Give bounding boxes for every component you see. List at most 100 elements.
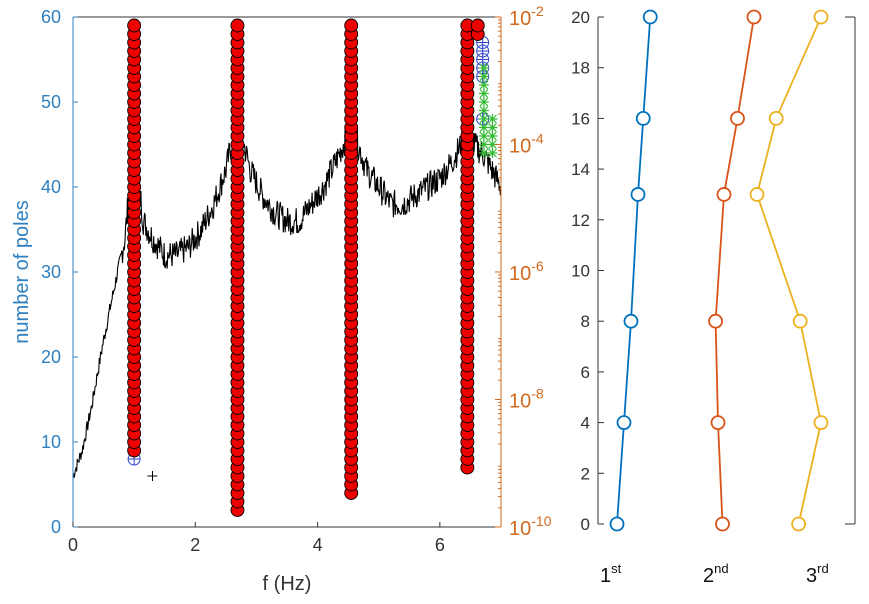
mode-line <box>714 16 755 525</box>
mode-series: 2nd <box>703 9 762 587</box>
mode-point <box>630 187 646 202</box>
mode-point <box>708 313 723 329</box>
damping-stable-point <box>487 148 498 158</box>
damping-stable-point <box>478 131 489 141</box>
mode-point <box>635 111 651 126</box>
mode-label-number: 1 <box>600 565 611 587</box>
damping-stable-point <box>478 114 489 124</box>
damping-stable-point <box>478 80 489 90</box>
y2-tick-exponent: -8 <box>531 386 544 402</box>
x-tick-label: 6 <box>435 535 445 555</box>
mode-y-tick-label: 16 <box>571 109 590 128</box>
damping-stable-point <box>478 97 489 107</box>
new-pole <box>147 471 158 481</box>
mode-point <box>730 111 745 126</box>
y-tick-label: 60 <box>41 7 61 27</box>
damping-stable-point <box>478 122 489 133</box>
y-tick-label: 20 <box>41 347 61 367</box>
mode-line <box>616 16 652 525</box>
y2-tick-exponent: -6 <box>531 258 544 274</box>
mode-point <box>623 313 639 329</box>
damping-stable-point <box>478 71 489 82</box>
mode-point <box>715 516 730 532</box>
mode-label: 3rd <box>806 561 829 587</box>
y2-tick-base: 10 <box>509 518 531 540</box>
y2-tick-exponent: -2 <box>531 3 544 19</box>
damping-stable-point <box>478 105 489 116</box>
mode-point <box>642 9 658 25</box>
y2-tick-base: 10 <box>509 136 531 158</box>
psd-line <box>72 79 502 478</box>
damping-stable-point <box>487 131 498 141</box>
freq-stable-markers <box>127 36 490 466</box>
x-tick-label: 2 <box>190 535 200 555</box>
stable-pole <box>344 18 359 33</box>
mode-label: 1st <box>600 561 622 587</box>
mode-point <box>768 111 784 126</box>
mode-y-tick-label: 10 <box>571 262 590 281</box>
damping-stable-point <box>478 63 489 73</box>
mode-point <box>609 516 625 532</box>
y-tick-label: 30 <box>41 262 61 282</box>
mode-y-tick-label: 14 <box>571 160 590 179</box>
y2-tick-label: 10-10 <box>509 513 552 540</box>
mode-y-tick-label: 12 <box>571 211 590 230</box>
mode-y-tick-label: 8 <box>581 312 590 331</box>
mode-y-tick-label: 4 <box>581 414 590 433</box>
mode-y-tick-label: 20 <box>571 8 590 27</box>
damping-stable-point <box>478 88 489 99</box>
y2-tick-base: 10 <box>509 263 531 285</box>
y2-tick-label: 10-2 <box>509 3 544 30</box>
y2-tick-base: 10 <box>509 8 531 30</box>
x-tick-label: 4 <box>313 535 323 555</box>
mode-point <box>813 415 829 431</box>
y-tick-label: 0 <box>51 517 61 537</box>
mode-point <box>749 187 765 202</box>
mode-label-number: 2 <box>703 565 714 587</box>
mode-point <box>791 516 806 532</box>
stabilization-chart: 0 2 4 6010203040506010-1010-810-610-410-2f … <box>11 3 552 595</box>
x-axis-label: f (Hz) <box>263 573 312 595</box>
damping-stable-point <box>487 139 498 150</box>
stable-pole <box>127 18 142 33</box>
damping-stable-point <box>487 114 498 124</box>
y2-tick-exponent: -10 <box>531 513 551 529</box>
mode-line <box>756 16 822 525</box>
y2-tick-label: 10-6 <box>509 258 544 285</box>
y2-tick-base: 10 <box>509 391 531 413</box>
y-axis-label: number of poles <box>11 200 33 343</box>
mode-label-suffix: rd <box>817 561 829 576</box>
damping-stable-point <box>487 122 498 133</box>
stable-pole <box>230 18 245 33</box>
mode-point <box>716 187 732 202</box>
mode-point <box>616 415 632 431</box>
mode-point <box>746 9 762 25</box>
y2-tick-exponent: -4 <box>531 131 544 147</box>
damping-stable-markers <box>478 63 498 158</box>
mode-label: 2nd <box>703 561 729 587</box>
y2-tick-label: 10-8 <box>509 386 544 413</box>
mode-y-tick-label: 2 <box>581 464 590 483</box>
mode-point <box>813 9 829 25</box>
mode-y-tick-label: 18 <box>571 59 590 78</box>
mode-point <box>792 313 808 329</box>
damping-stable-point <box>478 139 489 150</box>
mode-series: 3rd <box>749 9 829 587</box>
y2-tick-label: 10-4 <box>509 131 544 158</box>
stable-pole-markers <box>127 18 485 517</box>
mode-label-number: 3 <box>806 565 817 587</box>
mode-point <box>710 415 726 431</box>
mode-label-suffix: st <box>611 561 622 576</box>
mode-series: 1st <box>600 9 658 587</box>
x-tick-label: 0 <box>68 535 78 555</box>
y-tick-label: 40 <box>41 177 61 197</box>
damping-stable-point <box>478 148 489 158</box>
mode-y-tick-label: 6 <box>581 363 590 382</box>
mode-y-tick-label: 0 <box>581 515 590 534</box>
y-tick-label: 50 <box>41 92 61 112</box>
mode-label-suffix: nd <box>714 561 728 576</box>
stable-pole <box>470 18 485 33</box>
y-tick-label: 10 <box>41 432 61 452</box>
